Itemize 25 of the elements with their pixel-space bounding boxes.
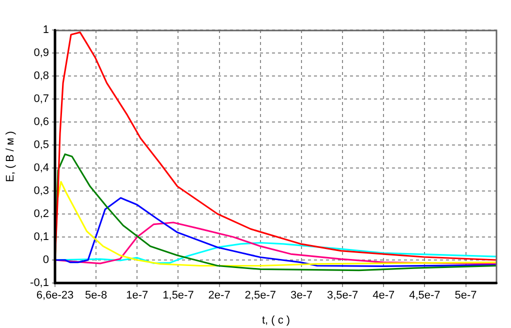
x-tick-label: 4e-7 (372, 290, 395, 302)
x-tick-label: 4,5e-7 (409, 290, 440, 302)
y-axis-title: E, ( В / м ) (4, 131, 17, 182)
y-tick-label: -0,1 (30, 277, 49, 290)
y-tick-label: 0,3 (34, 185, 49, 198)
x-tick-label: 3,5e-7 (326, 290, 358, 302)
x-tick-label: 5e-8 (85, 290, 108, 302)
x-tick-label: 6,6e-23 (36, 290, 74, 302)
y-tick-label: 0,2 (34, 208, 49, 220)
x-axis-title: t, ( с ) (262, 314, 290, 326)
y-tick-label: 0,9 (34, 47, 49, 60)
y-tick-label: 0,7 (34, 93, 49, 106)
y-tick-label: 0,5 (34, 139, 49, 152)
x-tick-label: 2,5e-7 (244, 290, 276, 302)
x-tick-label: 3e-7 (290, 290, 312, 302)
y-tick-label: 0 (42, 254, 49, 266)
y-tick-label: 0,1 (34, 231, 49, 244)
x-tick-label: 1,5e-7 (162, 290, 194, 302)
x-tick-label: 2e-7 (208, 290, 230, 302)
y-tick-label: 0,8 (34, 70, 49, 82)
x-tick-label: 5e-7 (454, 290, 477, 302)
y-tick-label: 1 (42, 24, 49, 36)
y-tick-label: 0,6 (34, 116, 49, 128)
y-tick-label: 0,4 (34, 162, 49, 174)
x-tick-label: 1e-7 (126, 290, 148, 302)
